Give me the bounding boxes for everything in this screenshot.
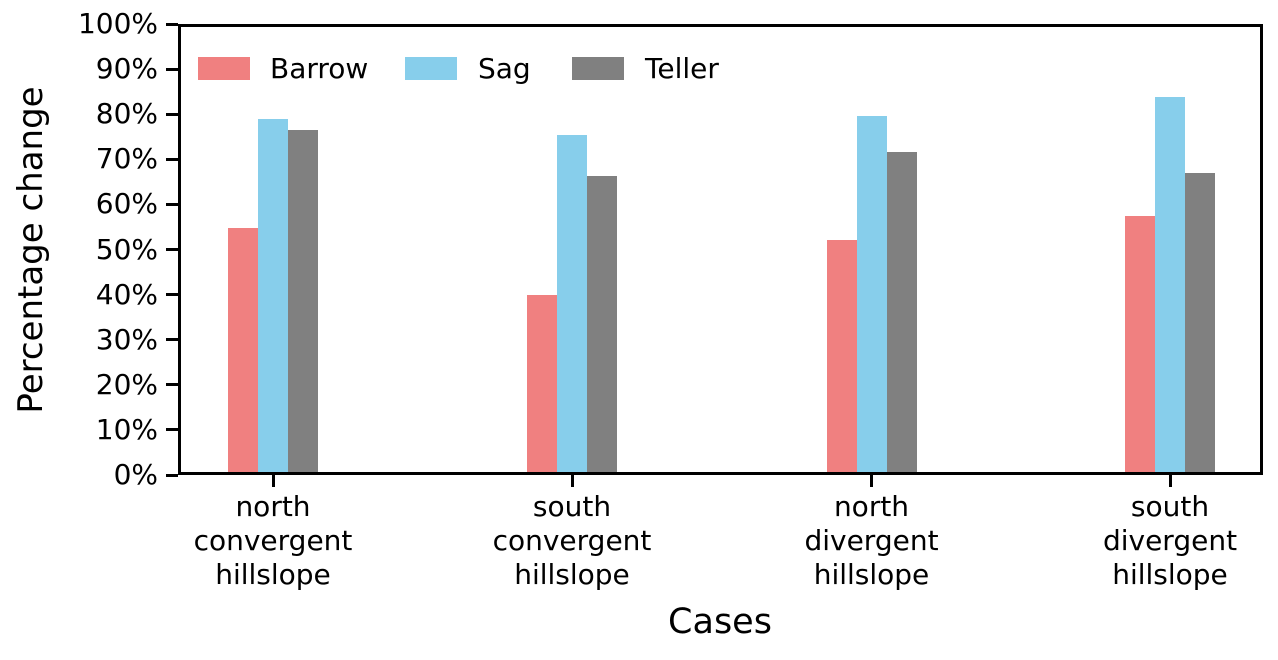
legend-label-sag: Sag (478, 52, 531, 85)
bar-teller-south-divergent-hillslope (1185, 172, 1215, 475)
y-tick-label: 60% (95, 187, 158, 221)
bar-barrow-south-divergent-hillslope (1125, 216, 1155, 475)
legend-label-barrow: Barrow (270, 52, 369, 85)
y-tick-mark (166, 67, 178, 71)
y-tick-label: 20% (95, 367, 158, 401)
y-tick-mark (166, 157, 178, 161)
y-tick-mark (166, 22, 178, 26)
y-tick-label: 0% (113, 458, 158, 491)
x-tick-label: south convergent hillslope (492, 490, 652, 591)
bar-teller-south-convergent-hillslope (587, 175, 617, 475)
legend-swatch-teller (572, 57, 624, 80)
y-tick-label: 70% (95, 142, 158, 176)
bar-sag-south-convergent-hillslope (557, 134, 587, 475)
y-tick-label: 90% (95, 52, 158, 86)
x-tick-label: north convergent hillslope (193, 490, 353, 591)
y-tick-mark (166, 428, 178, 432)
bar-barrow-north-convergent-hillslope (228, 227, 258, 475)
bar-sag-south-divergent-hillslope (1155, 97, 1185, 475)
y-tick-label: 80% (95, 97, 158, 131)
x-tick-mark (570, 475, 574, 487)
y-tick-mark (166, 338, 178, 342)
y-tick-mark (166, 473, 178, 477)
bar-barrow-south-convergent-hillslope (527, 294, 557, 475)
x-tick-label: south divergent hillslope (1102, 490, 1238, 591)
legend-swatch-sag (405, 57, 457, 80)
y-tick-label: 50% (95, 232, 158, 266)
x-tick-mark (271, 475, 275, 487)
legend-swatch-barrow (198, 57, 250, 80)
y-tick-mark (166, 293, 178, 297)
y-tick-label: 10% (95, 412, 158, 446)
y-tick-label: 100% (77, 7, 158, 40)
plot-area (178, 24, 1263, 475)
bar-sag-north-convergent-hillslope (258, 118, 288, 475)
x-tick-label: north divergent hillslope (804, 490, 939, 591)
y-tick-mark (166, 202, 178, 206)
y-tick-mark (166, 112, 178, 116)
x-axis-label: Cases (668, 602, 772, 642)
x-tick-mark (870, 475, 873, 487)
y-tick-label: 30% (95, 322, 158, 356)
bar-barrow-north-divergent-hillslope (826, 240, 857, 475)
legend-label-teller: Teller (645, 52, 719, 85)
bar-teller-north-convergent-hillslope (288, 129, 318, 475)
y-tick-mark (166, 248, 178, 251)
bar-sag-north-divergent-hillslope (856, 116, 887, 475)
x-tick-mark (1168, 475, 1172, 487)
y-tick-label: 40% (95, 277, 158, 311)
bar-teller-north-divergent-hillslope (886, 152, 917, 475)
y-tick-mark (166, 383, 178, 387)
